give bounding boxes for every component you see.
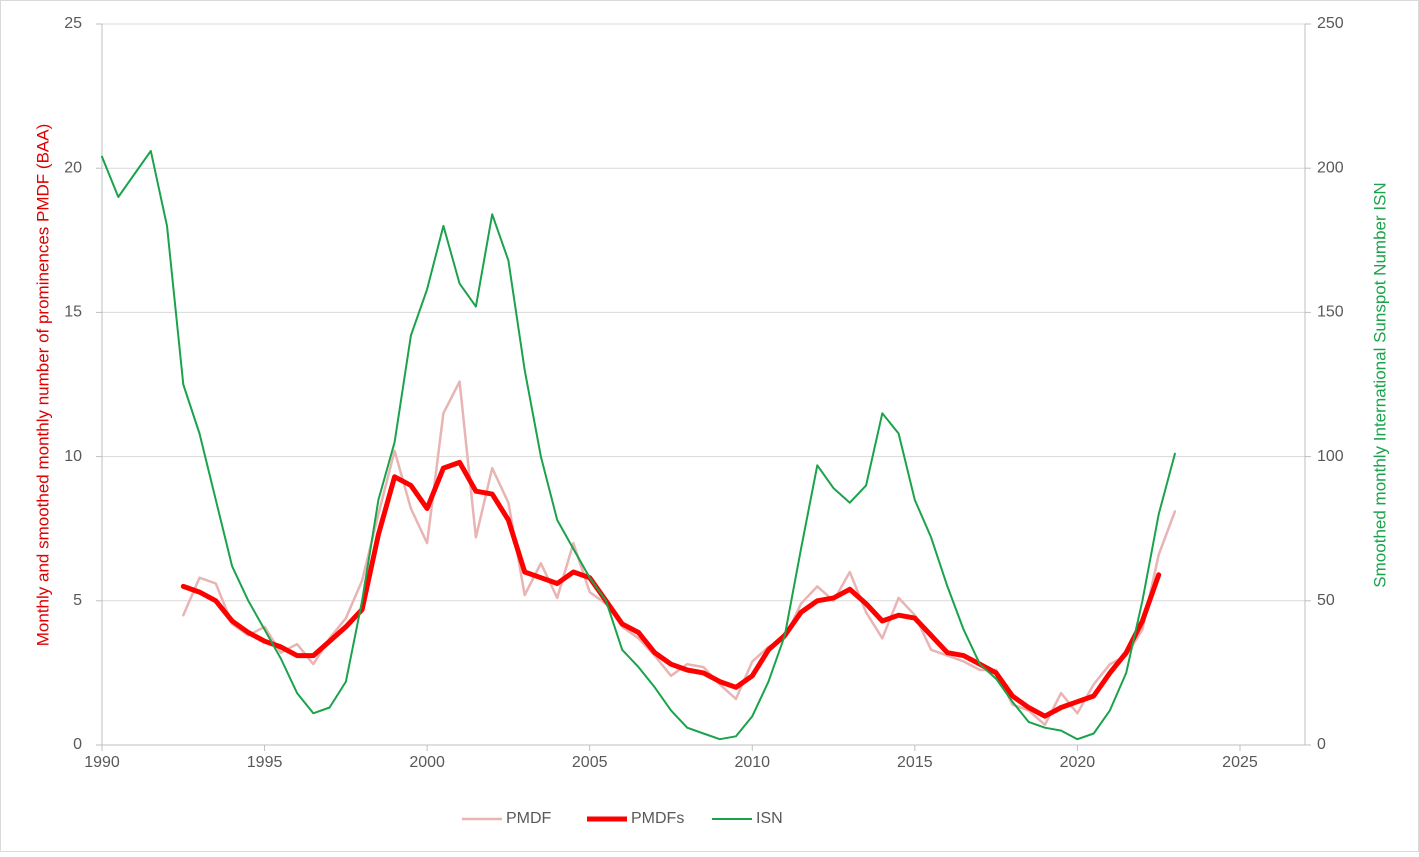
y2-tick-label: 100: [1317, 448, 1344, 465]
x-tick-label: 2005: [572, 754, 608, 771]
y2-tick-label: 50: [1317, 592, 1335, 609]
y-tick-label: 15: [64, 304, 82, 321]
y-axis-label: Monthly and smoothed monthly number of p…: [33, 124, 52, 647]
x-tick-label: 1995: [247, 754, 283, 771]
legend-label: ISN: [756, 810, 783, 827]
y2-axis-label: Smoothed monthly International Sunspot N…: [1370, 182, 1389, 587]
y2-tick-label: 250: [1317, 15, 1344, 32]
x-tick-label: 2020: [1060, 754, 1096, 771]
legend-label: PMDFs: [631, 810, 684, 827]
x-tick-label: 2010: [734, 754, 770, 771]
x-tick-label: 2025: [1222, 754, 1258, 771]
y-tick-label: 10: [64, 448, 82, 465]
x-tick-label: 2015: [897, 754, 933, 771]
y-tick-label: 5: [73, 592, 82, 609]
series-line: [180, 459, 1162, 719]
legend-label: PMDF: [506, 810, 552, 827]
x-tick-label: 1990: [84, 754, 120, 771]
y-tick-label: 25: [64, 15, 82, 32]
y2-tick-label: 0: [1317, 736, 1326, 753]
y2-tick-label: 200: [1317, 159, 1344, 176]
y2-tick-label: 150: [1317, 304, 1344, 321]
y-tick-label: 20: [64, 159, 82, 176]
series-line: [101, 149, 1176, 741]
y-tick-label: 0: [73, 736, 82, 753]
x-tick-label: 2000: [409, 754, 445, 771]
